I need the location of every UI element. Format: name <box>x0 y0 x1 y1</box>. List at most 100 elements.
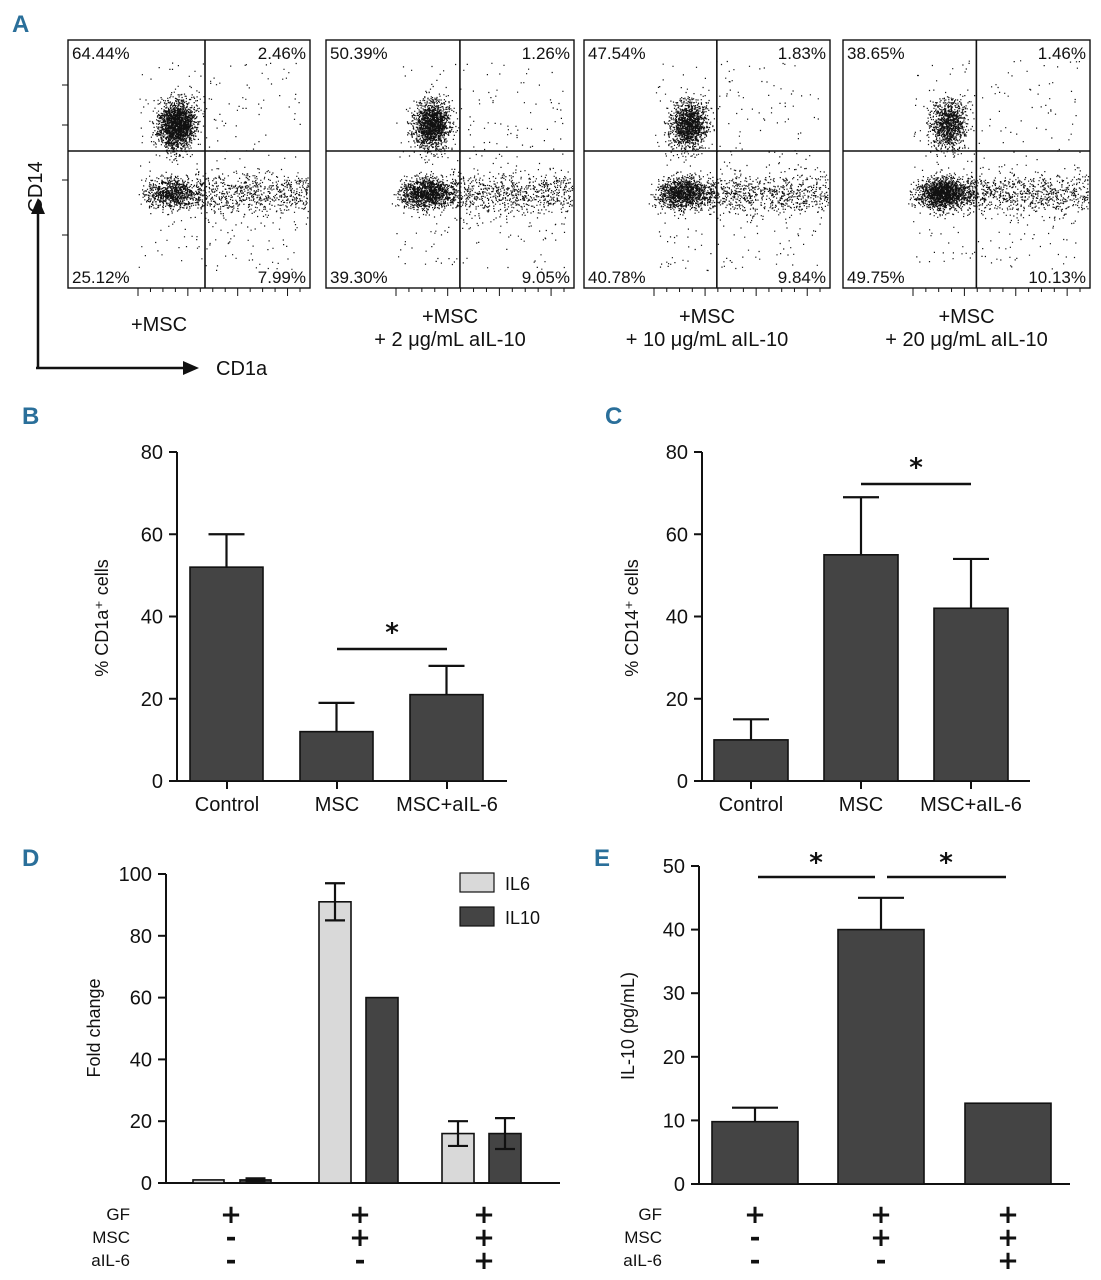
panel-b-cd1a-chart: % CD1a⁺ cells 0 20 40 60 80 Control MSC MSC+aIL… <box>92 442 507 816</box>
condition-sign: - <box>750 1246 761 1276</box>
y-tick-label: 20 <box>141 689 163 711</box>
condition-sign: + <box>997 1246 1019 1276</box>
cd14-axis-label: CD14 <box>25 161 47 212</box>
flow-plot-frame <box>67 39 311 289</box>
significance-star: * <box>939 848 953 878</box>
y-tick-label: 10 <box>663 1110 685 1132</box>
condition-sign: + <box>997 1223 1019 1253</box>
bar <box>823 554 899 782</box>
cd1a-axis-label: CD1a <box>216 358 268 380</box>
flow-events-scatter <box>908 60 1090 270</box>
condition-sign: + <box>349 1223 371 1253</box>
flow-caption-line2: + 20 μg/mL aIL-10 <box>885 329 1048 351</box>
y-tick-label: 20 <box>130 1111 152 1133</box>
panel-d-y-label: Fold change <box>84 978 104 1077</box>
panel-a-flow-cytometry: CD14 CD1a 64.44% 2.46%25.12% 7.99%+MSC50.3… <box>25 39 1091 380</box>
y-tick-label: 0 <box>152 771 163 793</box>
panel-label-d: D <box>22 845 39 872</box>
condition-sign: - <box>355 1246 366 1276</box>
panel-label-a: A <box>12 11 29 38</box>
quadrant-ur-value: 1.46% <box>1038 44 1086 63</box>
flow-plot-frame <box>325 39 575 289</box>
y-tick-label: 80 <box>130 926 152 948</box>
y-tick-label: 40 <box>663 920 685 942</box>
condition-sign: - <box>876 1246 887 1276</box>
category-label: MSC+aIL-6 <box>920 794 1022 816</box>
flow-events-scatter <box>648 60 830 272</box>
bar <box>713 739 789 782</box>
condition-sign: + <box>349 1200 371 1230</box>
quadrant-lr-value: 7.99% <box>258 268 306 287</box>
legend-label-il6: IL6 <box>505 874 530 894</box>
condition-label: GF <box>106 1205 130 1224</box>
quadrant-ul-value: 50.39% <box>330 44 388 63</box>
bar <box>837 928 925 1185</box>
flow-caption-line2: + 10 μg/mL aIL-10 <box>626 329 789 351</box>
y-tick-label: 0 <box>677 771 688 793</box>
flow-plot: 64.44% 2.46% 25.12% 7.99% +MSC <box>62 39 311 336</box>
category-label: MSC+aIL-6 <box>396 794 498 816</box>
condition-sign: + <box>870 1200 892 1230</box>
category-label: Control <box>195 794 259 816</box>
condition-sign: + <box>473 1223 495 1253</box>
significance-star: * <box>809 848 823 878</box>
condition-label: aIL-6 <box>623 1251 662 1270</box>
flow-caption-line1: +MSC <box>131 314 187 336</box>
y-tick-label: 80 <box>141 442 163 464</box>
quadrant-ur-value: 2.46% <box>258 44 306 63</box>
flow-caption-line1: +MSC <box>938 306 994 328</box>
flow-plot: 47.54% 1.83% 40.78% 9.84% +MSC+ 10 μg/mL aIL… <box>583 39 831 351</box>
flow-plot: 38.65% 1.46% 49.75% 10.13% +MSC+ 20 μg/mL aI… <box>842 39 1091 351</box>
legend-swatch-il6 <box>459 872 495 893</box>
y-tick-label: 40 <box>141 607 163 629</box>
quadrant-ul-value: 38.65% <box>847 44 905 63</box>
category-label: MSC <box>315 794 359 816</box>
bar <box>192 1179 225 1184</box>
condition-label: MSC <box>92 1228 130 1247</box>
panel-c-y-label: % CD14⁺ cells <box>622 559 642 677</box>
bar <box>964 1102 1052 1185</box>
cd14-arrowhead-icon <box>31 198 45 214</box>
category-label: MSC <box>839 794 883 816</box>
bar <box>365 996 399 1184</box>
bar <box>409 693 484 782</box>
condition-sign: + <box>473 1200 495 1230</box>
condition-sign: - <box>226 1223 237 1253</box>
y-tick-label: 60 <box>141 524 163 546</box>
y-tick-label: 20 <box>663 1047 685 1069</box>
condition-label: aIL-6 <box>91 1251 130 1270</box>
flow-caption-line2: + 2 μg/mL aIL-10 <box>374 329 525 351</box>
legend-swatch-il10 <box>459 906 495 927</box>
y-tick-label: 0 <box>141 1173 152 1195</box>
y-tick-label: 60 <box>666 524 688 546</box>
condition-sign: - <box>226 1246 237 1276</box>
cd1a-arrowhead-icon <box>183 361 199 375</box>
panel-label-b: B <box>22 403 39 430</box>
category-label: Control <box>719 794 783 816</box>
condition-sign: + <box>870 1223 892 1253</box>
condition-sign: - <box>750 1223 761 1253</box>
significance-star: * <box>385 618 399 648</box>
y-tick-label: 80 <box>666 442 688 464</box>
y-tick-label: 20 <box>666 689 688 711</box>
quadrant-ul-value: 64.44% <box>72 44 130 63</box>
condition-sign: + <box>473 1246 495 1276</box>
significance-star: * <box>909 453 923 483</box>
flow-events-scatter <box>138 62 310 271</box>
flow-plot-frame <box>583 39 831 289</box>
quadrant-lr-value: 10.13% <box>1028 268 1086 287</box>
panel-b-y-label: % CD1a⁺ cells <box>92 559 112 677</box>
quadrant-ur-value: 1.83% <box>778 44 826 63</box>
quadrant-lr-value: 9.84% <box>778 268 826 287</box>
quadrant-ur-value: 1.26% <box>522 44 570 63</box>
panel-c-cd14-chart: % CD14⁺ cells 0 20 40 60 80 Control MSC MSC+aIL… <box>622 442 1030 816</box>
quadrant-ll-value: 49.75% <box>847 268 905 287</box>
condition-label: GF <box>638 1205 662 1224</box>
panel-label-e: E <box>594 845 610 872</box>
legend-label-il10: IL10 <box>505 908 540 928</box>
quadrant-ll-value: 40.78% <box>588 268 646 287</box>
condition-sign: + <box>220 1200 242 1230</box>
bar <box>318 901 352 1184</box>
